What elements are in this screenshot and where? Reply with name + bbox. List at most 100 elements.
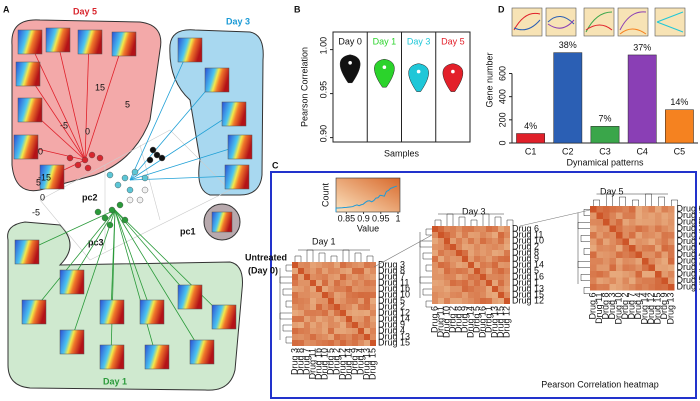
- heatmap-cell: [364, 280, 370, 286]
- drug-label: Drug 9: [459, 306, 469, 333]
- drug-label: Drug 13: [512, 283, 544, 293]
- bar: [665, 109, 694, 144]
- heatmap-cell: [596, 225, 603, 232]
- heatmap-cell: [364, 316, 370, 322]
- heatmap-cell: [622, 264, 629, 271]
- heatmap-cell: [629, 238, 636, 245]
- heatmap-cell: [346, 304, 352, 310]
- heatmap-cell: [292, 298, 298, 304]
- heatmap-cell: [370, 274, 376, 280]
- heatmap-cell: [609, 212, 616, 219]
- drug-label: Drug 9: [677, 275, 700, 285]
- heatmap-cell: [504, 274, 510, 280]
- heatmap-cell: [629, 277, 636, 284]
- heatmap-cell: [661, 284, 668, 291]
- heatmap-cell: [462, 238, 468, 244]
- heatmap-cell: [322, 310, 328, 316]
- drug-label: Drug 2: [512, 241, 539, 251]
- link: [129, 48, 190, 181]
- heatmap-cell: [616, 258, 623, 265]
- heatmap-cell: [462, 256, 468, 262]
- heatmap-cell: [603, 206, 610, 213]
- heatmap-cell: [498, 250, 504, 256]
- inset-tick-label: 0.9: [357, 213, 370, 223]
- heatmap-cell: [304, 334, 310, 340]
- sample-point: [88, 151, 96, 159]
- connector: [373, 209, 591, 268]
- heatmap-cell: [370, 340, 376, 346]
- link: [114, 209, 152, 312]
- drug-label: Drug 4: [355, 348, 365, 375]
- heatmap-cell: [498, 232, 504, 238]
- heatmap-cell: [609, 225, 616, 232]
- heatmap-cell: [603, 245, 610, 252]
- heatmap-cell: [661, 212, 668, 219]
- heatmap-cell: [474, 244, 480, 250]
- heatmap-cell: [432, 244, 438, 250]
- heatmap-cell: [340, 262, 346, 268]
- heatmap-cell: [298, 310, 304, 316]
- heatmap-cell: [603, 277, 610, 284]
- drug-label: Drug 11: [677, 210, 700, 220]
- heatmap-cell: [292, 340, 298, 346]
- thumbnail: [177, 284, 203, 310]
- link: [28, 40, 86, 161]
- panel-label: C: [272, 160, 279, 170]
- heatmap-cell: [661, 264, 668, 271]
- heatmap-cell: [616, 277, 623, 284]
- bar-annotation: 7%: [598, 114, 611, 124]
- drug-label: Drug 15: [495, 306, 505, 338]
- heatmap-cell: [486, 232, 492, 238]
- heatmap-cell: [486, 262, 492, 268]
- heatmap-cell: [590, 225, 597, 232]
- heatmap-cell: [298, 304, 304, 310]
- y-tick-label: 0.95: [318, 81, 328, 99]
- drug-label: Drug 4: [378, 325, 405, 335]
- sample-point: [126, 186, 134, 194]
- heatmap-cell: [310, 262, 316, 268]
- heatmap-cell: [444, 298, 450, 304]
- heatmap-cell: [352, 304, 358, 310]
- heatmap-cell: [334, 280, 340, 286]
- heatmap-cell: [310, 304, 316, 310]
- heatmap-cell: [616, 225, 623, 232]
- drug-label: Drug 11: [512, 229, 543, 239]
- drug-label: Drug 14: [343, 348, 353, 380]
- heatmap-cell: [629, 245, 636, 252]
- heatmap-cell: [304, 292, 310, 298]
- heatmap-cell: [340, 304, 346, 310]
- heatmap-cell: [364, 298, 370, 304]
- drug-label: Drug 6: [677, 204, 700, 214]
- drug-label: Drug 2: [620, 293, 630, 320]
- heatmap-cell: [590, 238, 597, 245]
- heatmap-cell: [492, 286, 498, 292]
- heatmap-cell: [328, 262, 334, 268]
- heatmap-cell: [648, 251, 655, 258]
- heatmap-cell: [616, 238, 623, 245]
- drug-label: Drug 16: [477, 306, 487, 338]
- heatmap-cell: [661, 251, 668, 258]
- drug-label: Drug 9: [349, 348, 359, 375]
- thumbnail: [99, 344, 125, 370]
- thumbnail: [111, 31, 137, 57]
- heatmap-cell: [648, 277, 655, 284]
- drug-label: Drug 1: [483, 306, 493, 333]
- heatmap-cell: [492, 262, 498, 268]
- heatmap-cell: [629, 232, 636, 239]
- heatmap-cell: [616, 232, 623, 239]
- heatmap-cell: [480, 256, 486, 262]
- heatmap-cell: [462, 274, 468, 280]
- heatmap-cell: [352, 322, 358, 328]
- heatmap-cell: [340, 298, 346, 304]
- dendrogram: [419, 213, 514, 308]
- drug-label: Drug 9: [659, 293, 669, 320]
- category-label: Day 1: [373, 36, 397, 46]
- heatmap-cell: [668, 206, 675, 213]
- drug-label: Drug 11: [378, 277, 409, 287]
- heatmap-cell: [304, 310, 310, 316]
- heatmap-cell: [668, 277, 675, 284]
- heatmap-cell: [322, 298, 328, 304]
- heatmap-cell: [629, 251, 636, 258]
- heatmap-cell: [444, 232, 450, 238]
- heatmap-cell: [622, 271, 629, 278]
